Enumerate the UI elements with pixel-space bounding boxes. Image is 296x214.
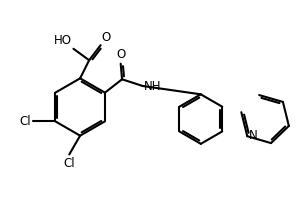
Text: Cl: Cl xyxy=(63,157,75,170)
Text: Cl: Cl xyxy=(20,115,31,128)
Text: O: O xyxy=(102,31,111,44)
Text: NH: NH xyxy=(144,80,161,92)
Text: N: N xyxy=(249,129,258,142)
Text: O: O xyxy=(116,48,125,61)
Text: HO: HO xyxy=(54,34,72,47)
